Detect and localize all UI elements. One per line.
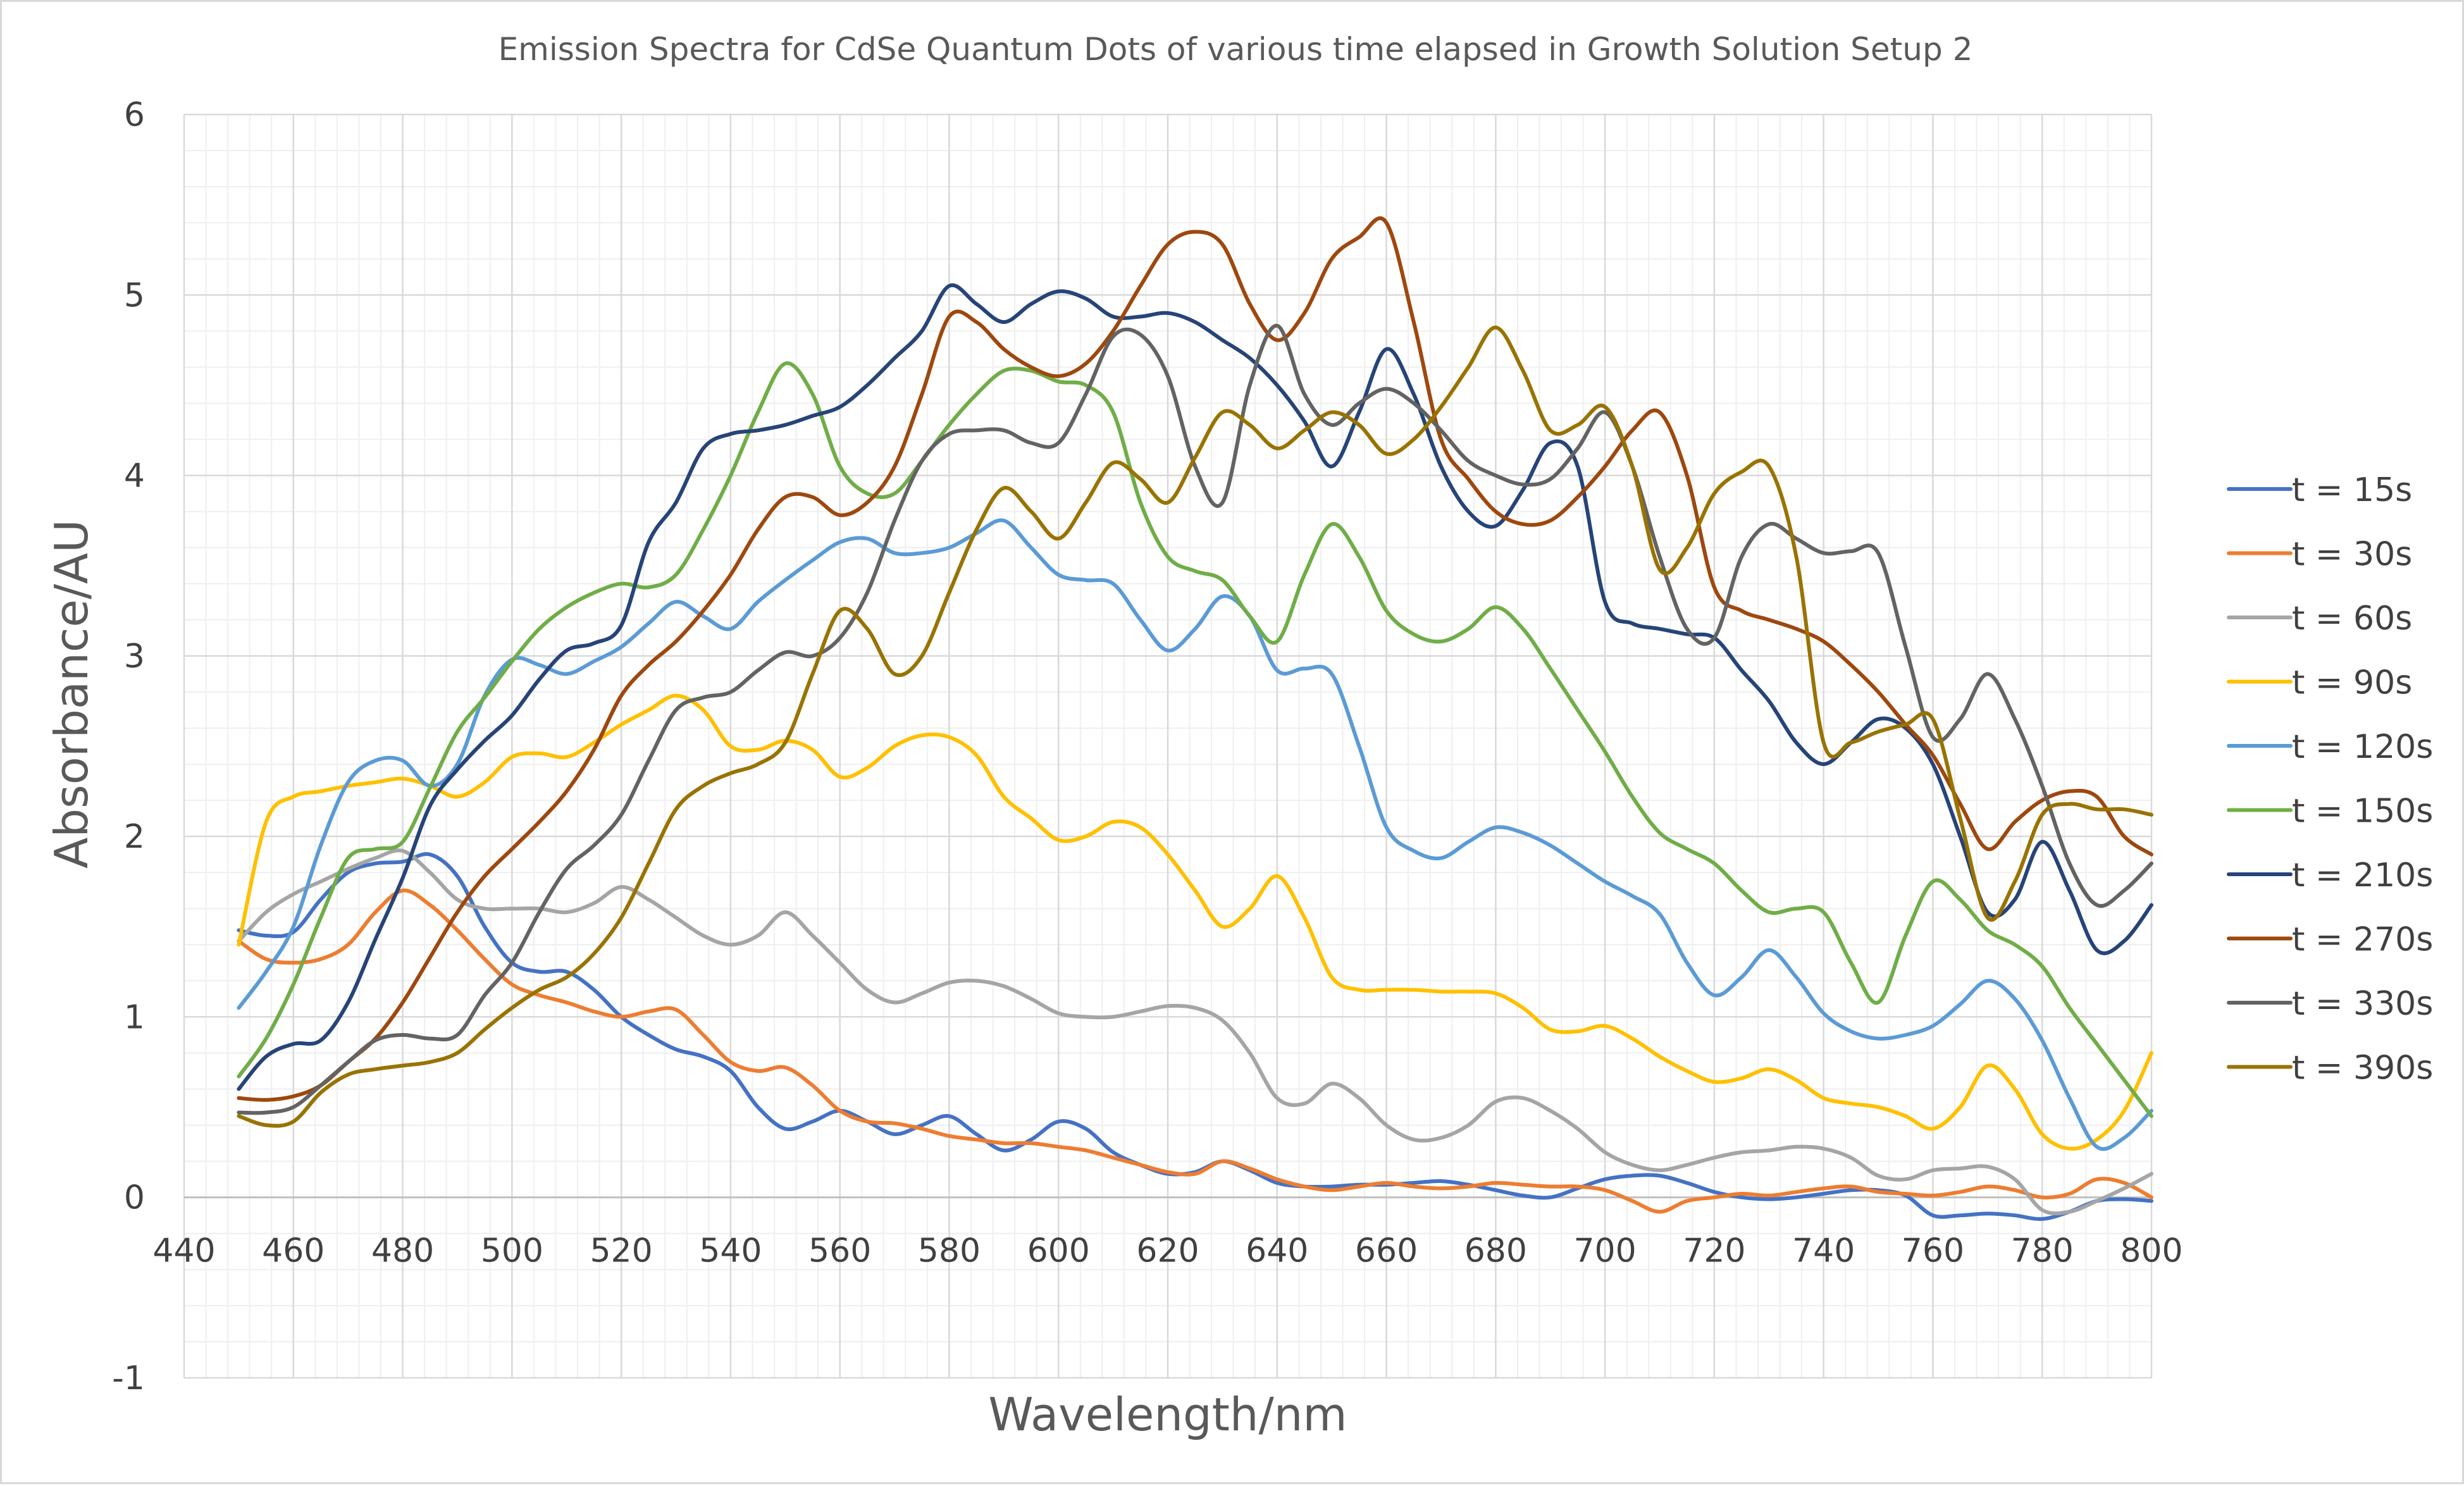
x-tick-label: 560 (808, 1232, 871, 1270)
series-line-5 (237, 518, 2153, 1151)
x-tick-label: 680 (1464, 1232, 1527, 1270)
x-tick-label: 780 (2011, 1232, 2074, 1270)
series-line-8 (237, 216, 2153, 1102)
legend-label-9: t = 330s (2292, 985, 2433, 1023)
series-line-3 (237, 848, 2153, 1216)
legend-label-4: t = 90s (2292, 664, 2412, 702)
x-tick-label: 500 (481, 1232, 543, 1270)
y-tick-label: 4 (124, 457, 145, 495)
x-tick-label: 520 (590, 1232, 652, 1270)
y-tick-label: 6 (124, 96, 145, 134)
x-tick-label: 540 (699, 1232, 762, 1270)
y-axis-title: Absorbance/AU (45, 519, 98, 869)
x-tick-label: 720 (1683, 1232, 1745, 1270)
x-axis-title: Wavelength/nm (988, 1388, 1347, 1441)
legend-label-3: t = 60s (2292, 600, 2412, 638)
x-tick-labels: 440 460 480 500 520 540 560 580 600 620 640 660 680 7… (152, 1232, 2182, 1270)
y-tick-label: -1 (112, 1359, 145, 1397)
y-tick-label: 5 (124, 276, 145, 314)
legend-label-5: t = 120s (2292, 728, 2433, 766)
x-tick-label: 460 (262, 1232, 325, 1270)
legend-label-7: t = 210s (2292, 857, 2433, 895)
series-line-9 (237, 323, 2153, 1115)
x-tick-label: 760 (1902, 1232, 1964, 1270)
x-tick-label: 660 (1355, 1232, 1418, 1270)
legend: t = 15s t = 30s t = 60s t = 90s t = 120s t = … (2227, 471, 2433, 1087)
series-line-6 (237, 361, 2153, 1118)
legend-label-6: t = 150s (2292, 793, 2433, 831)
series-lines (237, 216, 2153, 1222)
x-tick-label: 440 (152, 1232, 215, 1270)
series-line-4 (237, 693, 2153, 1151)
x-tick-label: 640 (1246, 1232, 1308, 1270)
legend-label-2: t = 30s (2292, 536, 2412, 574)
legend-label-1: t = 15s (2292, 471, 2412, 509)
y-tick-label: 2 (124, 818, 145, 856)
x-tick-label: 620 (1136, 1232, 1199, 1270)
legend-label-10: t = 390s (2292, 1049, 2433, 1087)
x-tick-label: 740 (1792, 1232, 1855, 1270)
y-tick-labels: -1 0 1 2 3 4 5 6 (112, 96, 145, 1397)
y-tick-label: 3 (124, 638, 145, 676)
y-tick-label: 0 (124, 1179, 145, 1217)
x-tick-label: 580 (918, 1232, 981, 1270)
x-tick-label: 600 (1027, 1232, 1090, 1270)
x-tick-label: 480 (371, 1232, 434, 1270)
chart-title: Emission Spectra for CdSe Quantum Dots o… (498, 31, 1973, 68)
y-tick-label: 1 (124, 998, 145, 1036)
series-line-10 (237, 325, 2153, 1128)
x-tick-label: 700 (1573, 1232, 1636, 1270)
x-tick-label: 800 (2120, 1232, 2182, 1270)
series-line-2 (237, 888, 2153, 1214)
legend-label-8: t = 270s (2292, 921, 2433, 959)
